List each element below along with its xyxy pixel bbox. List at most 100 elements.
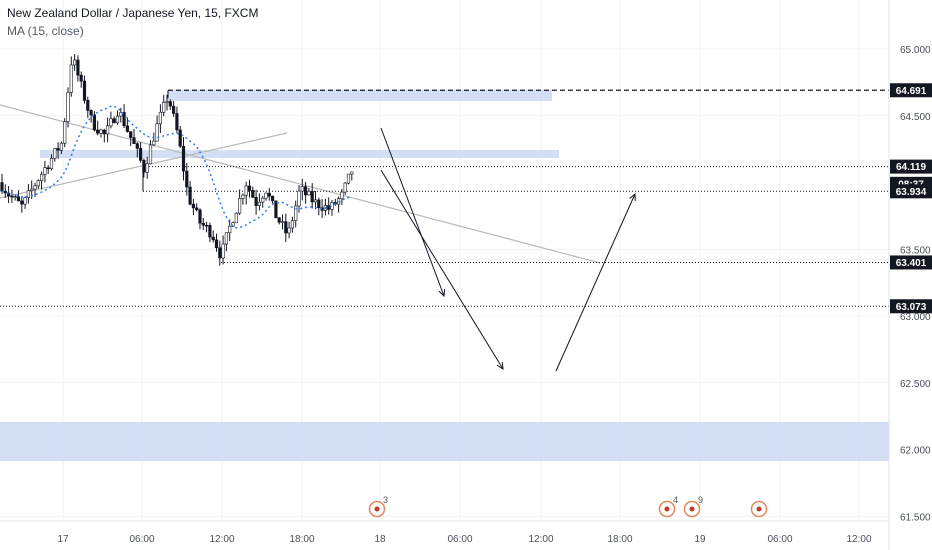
time-tick-label: 06:00 bbox=[447, 534, 472, 545]
candle-body bbox=[66, 92, 70, 122]
candle-body bbox=[208, 225, 212, 238]
candles bbox=[0, 54, 354, 266]
candle-body bbox=[274, 200, 278, 219]
candle-body bbox=[264, 192, 268, 199]
price-axis[interactable]: 65.000 64.500 63.500 63.000 62.500 62.000 61.5… bbox=[900, 45, 931, 523]
candle-body bbox=[168, 101, 172, 107]
price-tag-label: 64.119 bbox=[896, 162, 926, 173]
time-tick-label: 06:00 bbox=[129, 534, 154, 545]
candle-body bbox=[3, 190, 7, 194]
candle-body bbox=[56, 148, 60, 151]
candle-body bbox=[79, 74, 83, 82]
candle-body bbox=[310, 191, 314, 203]
candle-body bbox=[132, 137, 136, 144]
candle-body bbox=[198, 209, 202, 224]
time-tick-label: 18:00 bbox=[289, 534, 314, 545]
candle-body bbox=[135, 143, 139, 149]
price-tick-label: 64.500 bbox=[900, 112, 931, 123]
time-tick-label: 18 bbox=[374, 534, 386, 545]
time-tick-label: 12:00 bbox=[209, 534, 234, 545]
candle-body bbox=[13, 196, 17, 198]
candle-body bbox=[33, 185, 37, 190]
candle-body bbox=[211, 236, 215, 241]
candle-body bbox=[16, 196, 21, 202]
time-tick-label: 06:00 bbox=[767, 534, 792, 545]
candle-body bbox=[82, 80, 87, 101]
candle-body bbox=[20, 200, 24, 205]
chart-title: New Zealand Dollar / Japanese Yen, 15, F… bbox=[7, 6, 259, 20]
candle-body bbox=[165, 101, 169, 103]
price-tag bbox=[890, 83, 932, 98]
price-tick-label: 63.500 bbox=[900, 245, 931, 256]
supply-demand-zone bbox=[40, 150, 559, 158]
candle-body bbox=[26, 190, 31, 198]
candle-body bbox=[254, 197, 258, 206]
candle-body bbox=[191, 203, 196, 209]
candle-body bbox=[307, 191, 311, 196]
candle-body bbox=[106, 125, 110, 135]
candle-body bbox=[244, 185, 248, 196]
candle-body bbox=[280, 221, 285, 223]
candle-body bbox=[86, 100, 90, 111]
candle-body bbox=[228, 225, 232, 234]
candle-body bbox=[73, 59, 77, 66]
event-count: 4 bbox=[673, 495, 678, 505]
events[interactable]: 3 4 9 bbox=[368, 495, 768, 518]
arrow-head bbox=[438, 288, 446, 298]
candle-body bbox=[270, 195, 275, 202]
candle-body bbox=[234, 212, 238, 224]
candle-body bbox=[224, 232, 229, 245]
projection-arrow bbox=[380, 127, 445, 297]
supply-demand-zone bbox=[168, 90, 552, 101]
price-tag bbox=[890, 255, 932, 270]
candle-body bbox=[39, 173, 44, 182]
price-tick-label: 62.000 bbox=[900, 446, 931, 457]
candle-body bbox=[350, 171, 354, 175]
candle-body bbox=[178, 129, 182, 147]
candle-body bbox=[181, 145, 186, 172]
price-tag-label: 64.691 bbox=[896, 86, 927, 97]
indicator-label: MA (15, close) bbox=[7, 24, 84, 38]
candle-body bbox=[92, 114, 96, 131]
candle-body bbox=[49, 157, 54, 169]
candle-body bbox=[152, 140, 156, 146]
projection-arrow bbox=[380, 169, 504, 370]
candle-body bbox=[69, 64, 73, 93]
candle-body bbox=[241, 194, 245, 199]
candle-body bbox=[205, 224, 209, 227]
candle-body bbox=[99, 129, 103, 134]
candle-body bbox=[284, 221, 288, 234]
time-tick-label: 19 bbox=[694, 534, 706, 545]
candle-body bbox=[313, 199, 318, 203]
candle-body bbox=[218, 247, 222, 259]
candle-body bbox=[221, 243, 225, 259]
candle-body bbox=[119, 112, 123, 117]
candle-body bbox=[139, 148, 143, 161]
time-tick-label: 12:00 bbox=[528, 534, 553, 545]
price-tick-label: 62.500 bbox=[900, 379, 931, 390]
candle-body bbox=[10, 195, 14, 198]
zones bbox=[0, 90, 889, 461]
price-tag bbox=[890, 159, 932, 174]
event-count: 9 bbox=[698, 495, 703, 505]
candle-body bbox=[46, 167, 50, 170]
candle-body bbox=[102, 129, 106, 135]
event-count: 3 bbox=[383, 495, 388, 505]
candle-body bbox=[303, 186, 308, 196]
price-tag bbox=[890, 299, 932, 314]
candle-body bbox=[172, 105, 176, 114]
candle-body bbox=[89, 110, 93, 116]
candle-body bbox=[261, 197, 265, 203]
supply-demand-zone bbox=[0, 422, 889, 461]
price-tag-label: 63.401 bbox=[896, 258, 927, 269]
candle-body bbox=[162, 101, 166, 113]
candle-body bbox=[112, 118, 116, 124]
price-tick-label: 65.000 bbox=[900, 45, 931, 56]
candle-body bbox=[129, 131, 133, 138]
time-axis[interactable]: 17 06:00 12:00 18:00 18 06:00 12:00 18:00 19 06:0… bbox=[57, 534, 872, 545]
event-dot bbox=[756, 506, 762, 512]
candle-body bbox=[340, 191, 344, 199]
